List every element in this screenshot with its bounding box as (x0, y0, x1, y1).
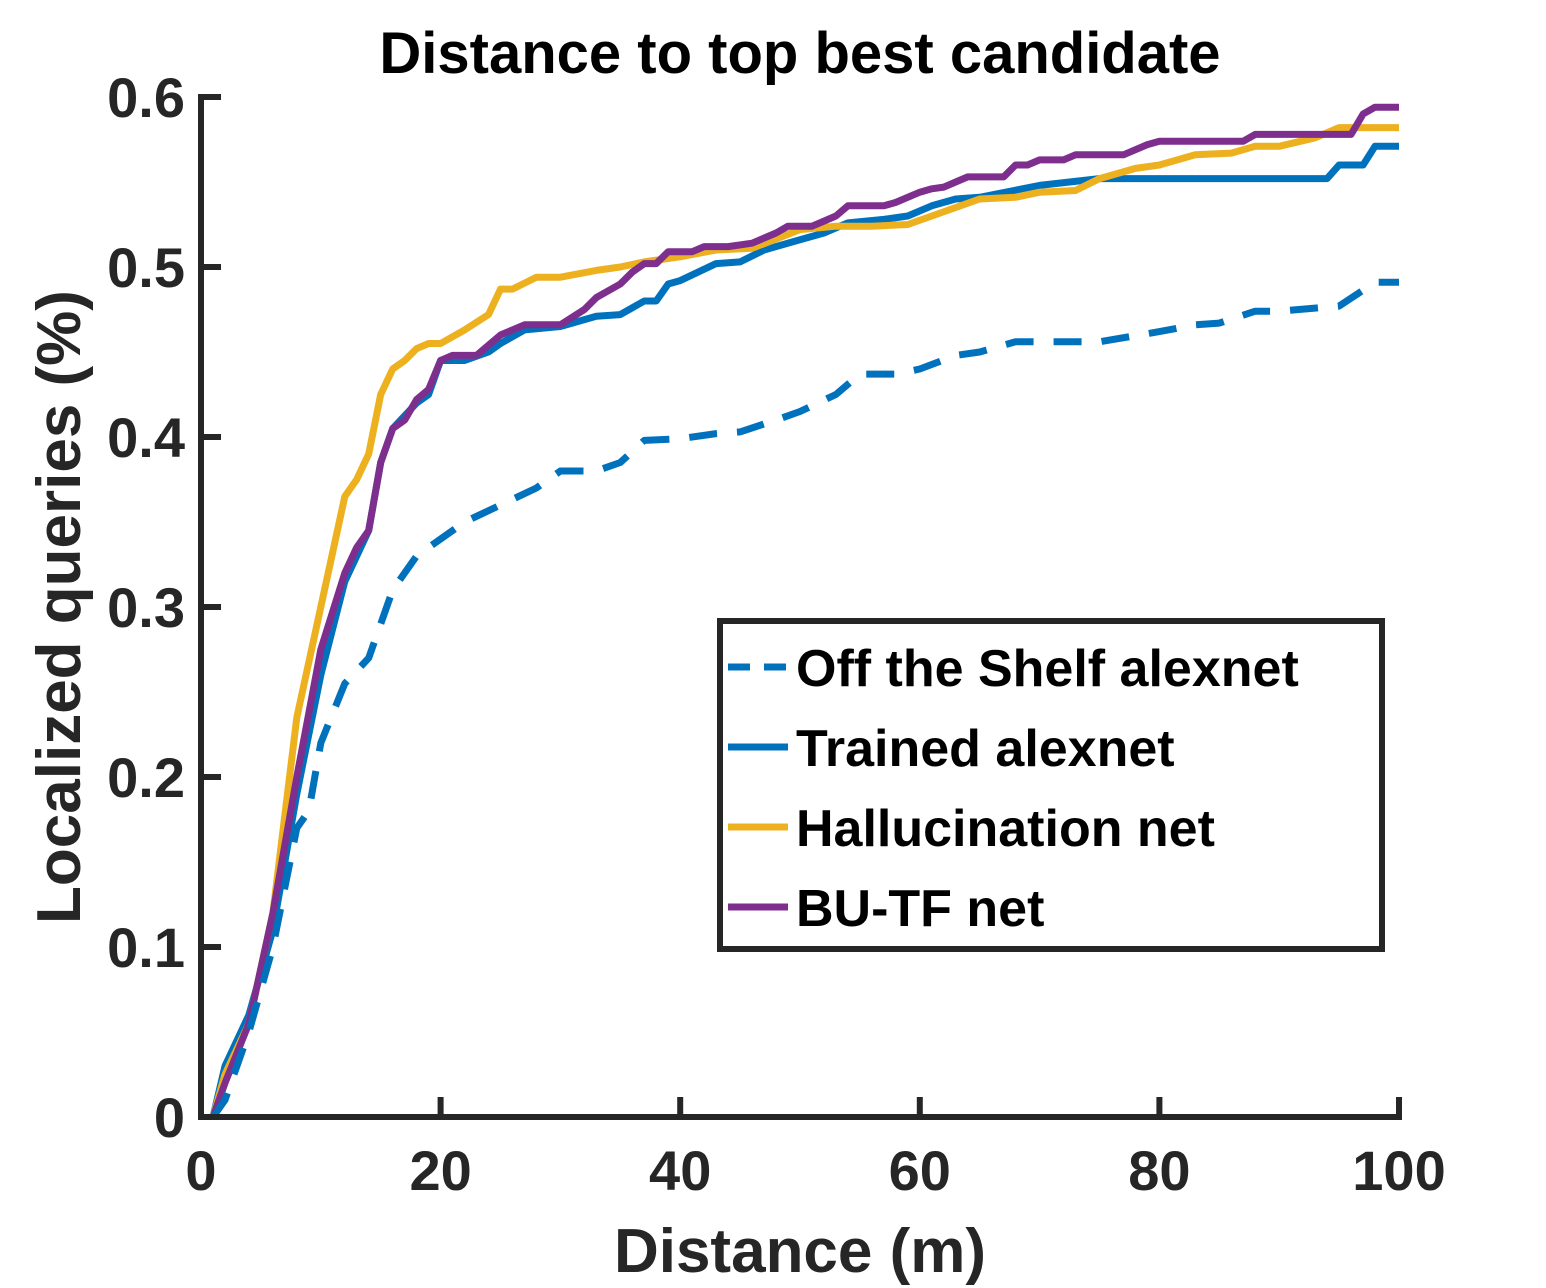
legend-box (717, 618, 1385, 952)
y-axis-label: Localized queries (%) (25, 290, 94, 924)
series-line-bu-tf-net (209, 103, 1399, 1119)
x-tick-label: 0 (185, 1139, 216, 1202)
y-tick-label: 0.4 (107, 406, 185, 469)
y-tick-label: 0.3 (107, 576, 185, 639)
series-line-off-the-shelf-alexnet (210, 278, 1399, 1120)
y-tick-label: 0 (154, 1086, 185, 1149)
y-tick-label: 0.6 (107, 66, 185, 129)
legend-label-trained-alexnet: Trained alexnet (796, 720, 1175, 778)
y-tick-label: 0.2 (107, 746, 185, 809)
y-tick-label: 0.1 (107, 916, 185, 979)
legend-label-bu-tf-net: BU-TF net (796, 880, 1044, 938)
x-axis-label: Distance (m) (614, 1217, 986, 1286)
x-tick-label: 80 (1128, 1139, 1190, 1202)
x-tick-label: 100 (1352, 1139, 1445, 1202)
legend: Off the Shelf alexnet Trained alexnet Hall… (717, 618, 1385, 952)
y-tick-label: 0.5 (107, 236, 185, 299)
plot-series (209, 103, 1399, 1120)
x-tick-label: 40 (649, 1139, 711, 1202)
axes: 0 20 40 60 80 100 0 0.1 0.2 0.3 0.4 0.5 0.6 (107, 66, 1446, 1202)
legend-label-off-the-shelf-alexnet: Off the Shelf alexnet (796, 640, 1299, 698)
x-tick-label: 20 (409, 1139, 471, 1202)
chart-title: Distance to top best candidate (379, 21, 1220, 86)
legend-label-hallucination-net: Hallucination net (796, 800, 1215, 858)
x-tick-label: 60 (889, 1139, 951, 1202)
